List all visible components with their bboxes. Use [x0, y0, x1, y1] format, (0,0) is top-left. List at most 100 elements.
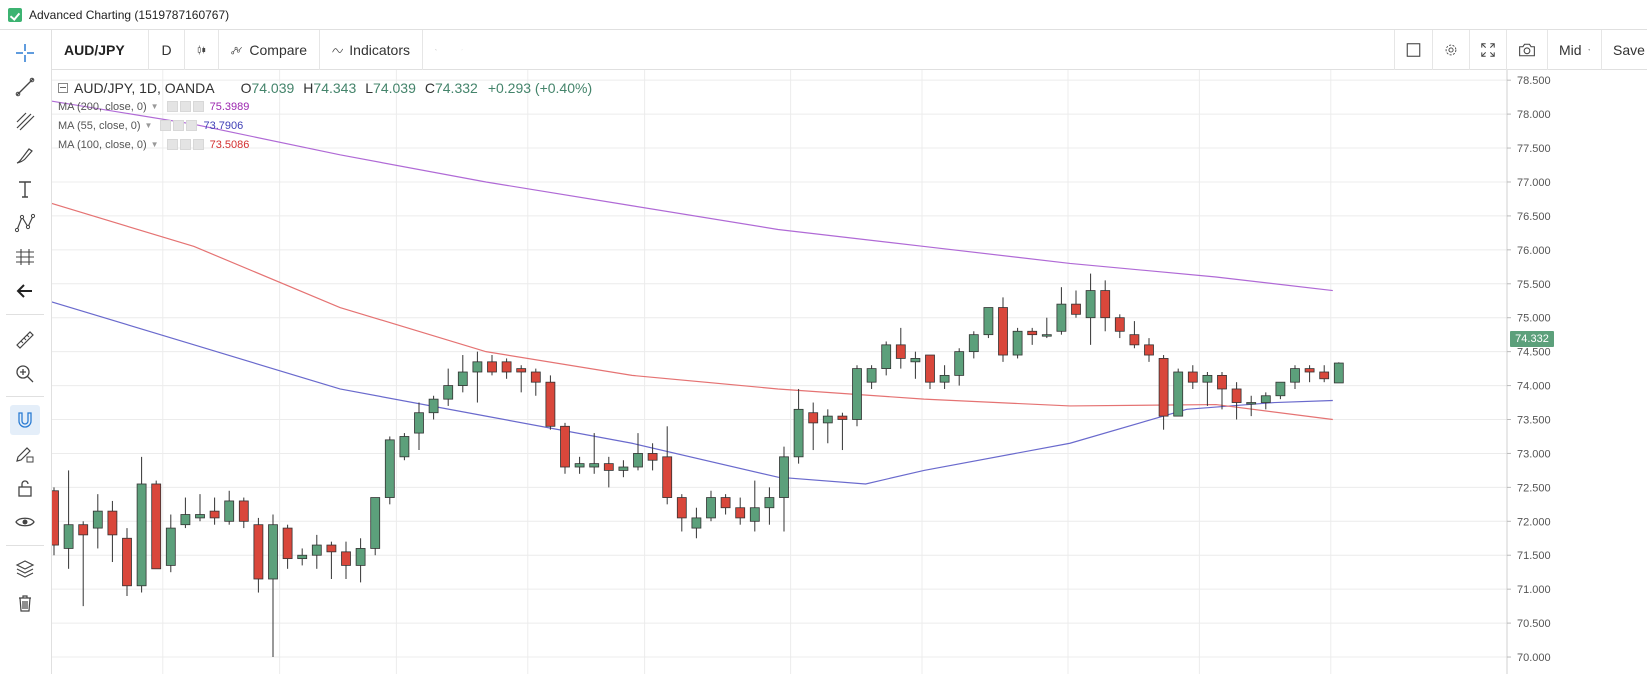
candle-body [341, 551, 351, 566]
ma200-visibility-icon[interactable] [166, 101, 178, 112]
undo-icon [435, 48, 437, 51]
ma100-settings-icon[interactable] [179, 139, 191, 150]
candle-body [1027, 330, 1038, 336]
candle [355, 538, 366, 583]
candle-body [749, 507, 760, 522]
price-tick-label: 75.000 [1517, 313, 1551, 325]
layers-icon[interactable] [10, 554, 40, 584]
trash-icon[interactable] [10, 588, 40, 618]
save-button[interactable]: Save [1601, 29, 1647, 70]
candle-body [1144, 344, 1154, 356]
candle-body [136, 483, 147, 587]
ma200-legend[interactable]: MA (200, close, 0) ▼ 75.3989 [58, 97, 592, 116]
candle [530, 368, 541, 396]
candle-body [647, 453, 658, 461]
price-mode-selector[interactable]: Mid [1547, 29, 1601, 70]
forecast-tool-icon[interactable] [10, 242, 40, 272]
candle [428, 395, 439, 420]
candle [808, 402, 819, 451]
eye-icon[interactable] [10, 507, 40, 537]
price-tick-label: 71.500 [1517, 550, 1551, 562]
candle-body [1319, 371, 1330, 380]
lock-drawings-pencil-icon[interactable] [10, 439, 40, 469]
ma100-dropdown-icon[interactable]: ▼ [150, 140, 159, 149]
candle [1290, 365, 1300, 389]
candle [1144, 338, 1154, 362]
ma-line-1 [52, 300, 1333, 485]
indicators-label: Indicators [349, 41, 410, 58]
text-tool-icon[interactable] [10, 174, 40, 204]
price-axis[interactable]: 70.000 70.500 71.000 71.500 72.000 72.500 73.0… [1507, 75, 1551, 664]
candle-body [253, 524, 264, 580]
ma55-legend[interactable]: MA (55, close, 0) ▼ 73.7906 [58, 116, 592, 135]
candle-body [735, 507, 746, 519]
candle-body [487, 361, 497, 373]
candle-body [457, 371, 468, 386]
candle-body [779, 456, 789, 498]
ma100-legend[interactable]: MA (100, close, 0) ▼ 73.5086 [58, 135, 592, 154]
candle [939, 365, 950, 389]
candle-body [1100, 290, 1111, 319]
ma55-remove-icon[interactable] [186, 120, 198, 131]
ma100-visibility-icon[interactable] [166, 139, 178, 150]
candle-body [968, 334, 979, 353]
chart-style-button[interactable] [185, 29, 219, 70]
trend-line-icon[interactable] [10, 72, 40, 102]
candle [297, 548, 308, 566]
candle [1056, 287, 1067, 335]
interval-selector[interactable]: D [149, 29, 185, 70]
sidebar-divider [6, 545, 44, 546]
magnet-icon[interactable] [10, 405, 40, 435]
candle-body [384, 439, 395, 498]
series-legend[interactable]: AUD/JPY, 1D, OANDA O 74.039 H 74.343 L 74.0… [58, 78, 592, 97]
candle-body [1071, 303, 1081, 315]
candle-body [560, 425, 570, 468]
crosshair-icon[interactable] [10, 38, 40, 68]
candle [516, 365, 527, 393]
zoom-in-icon[interactable] [10, 359, 40, 389]
ma200-remove-icon[interactable] [192, 101, 204, 112]
pattern-tool-icon[interactable] [10, 208, 40, 238]
candle [1041, 317, 1052, 339]
redo-button[interactable] [449, 30, 475, 70]
expand-button[interactable] [1469, 29, 1506, 70]
candle-body [589, 463, 600, 468]
candle [268, 514, 278, 658]
compare-button[interactable]: Compare [219, 29, 320, 70]
brush-icon[interactable] [10, 140, 40, 170]
candle [1012, 327, 1023, 359]
candle-body [472, 361, 483, 373]
candle [1027, 327, 1038, 345]
settings-button[interactable] [1432, 29, 1469, 70]
ma55-settings-icon[interactable] [173, 120, 185, 131]
drawing-tools-sidebar [0, 30, 52, 674]
back-arrow-icon[interactable] [10, 276, 40, 306]
redo-icon [461, 48, 463, 51]
candle-body [662, 456, 673, 498]
ma55-dropdown-icon[interactable]: ▼ [144, 121, 153, 130]
price-tick-label: 76.500 [1517, 211, 1551, 223]
ma55-visibility-icon[interactable] [160, 120, 172, 131]
snapshot-button[interactable] [1506, 29, 1547, 70]
ma200-dropdown-icon[interactable]: ▼ [150, 102, 159, 111]
candle-body [180, 514, 191, 526]
fullscreen-chart-button[interactable] [1394, 29, 1432, 70]
unlock-icon[interactable] [10, 473, 40, 503]
candle-body [1202, 374, 1213, 383]
candle-body [720, 497, 731, 509]
candle [1158, 355, 1169, 430]
candle [691, 507, 702, 539]
candle [282, 524, 293, 569]
candle [238, 497, 249, 529]
symbol-search[interactable]: AUD/JPY [52, 29, 149, 70]
candle [1319, 365, 1330, 383]
indicators-button[interactable]: Indicators [320, 29, 423, 70]
undo-button[interactable] [423, 30, 449, 70]
square-icon [1406, 42, 1421, 57]
ruler-icon[interactable] [10, 325, 40, 355]
collapse-legend-icon[interactable] [58, 82, 68, 93]
ma200-settings-icon[interactable] [179, 101, 191, 112]
price-chart[interactable]: 70.000 70.500 71.000 71.500 72.000 72.500 73.0… [52, 70, 1647, 674]
ma100-remove-icon[interactable] [192, 139, 204, 150]
pitchfork-icon[interactable] [10, 106, 40, 136]
